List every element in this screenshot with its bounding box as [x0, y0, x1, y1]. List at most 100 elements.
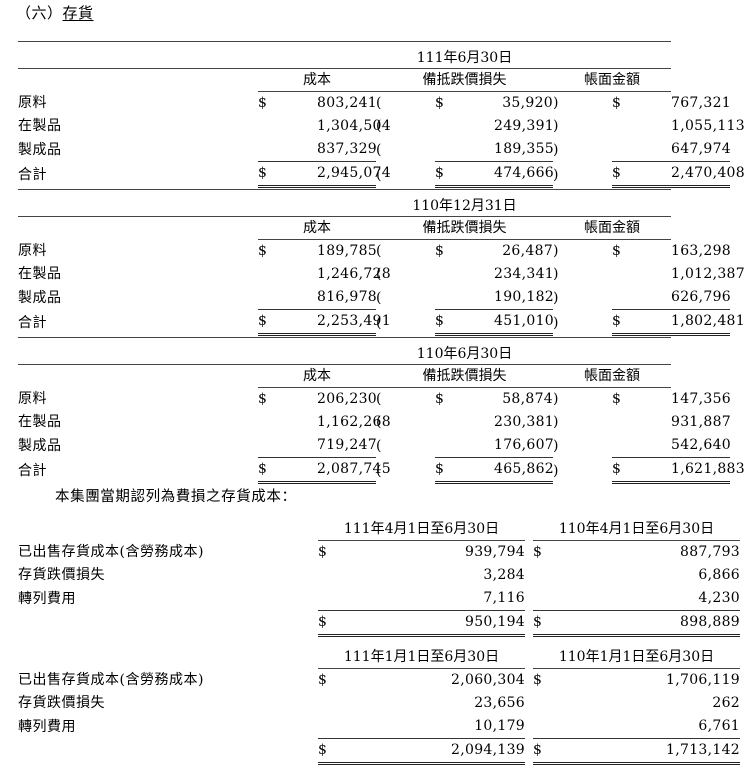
cell-allowance: 58,874	[502, 391, 553, 407]
table-row: 在製品 1,162,268 ( 230,381 ) 931,887	[18, 411, 731, 434]
currency-symbol: $	[258, 391, 267, 407]
cell-allowance: 249,391	[494, 118, 554, 134]
table-total-row: 合計 $ 2,253,491 ( $ 451,010 ) $ 1,802,481	[18, 309, 745, 336]
table-row: 原料 $ 189,785 ( $ 26,487 ) $ 163,298	[18, 240, 731, 264]
total-label: 合計	[18, 166, 47, 183]
cell-cost: 816,978	[317, 286, 377, 310]
open-paren: (	[376, 118, 382, 134]
currency-symbol: $	[533, 738, 637, 765]
cell-current: 10,179	[421, 715, 525, 739]
table-top-rule	[18, 41, 730, 46]
total-cost: 2,087,745	[317, 457, 391, 484]
cell-book: 931,887	[671, 414, 731, 430]
table-row: 製成品 816,978 ( 190,182 ) 626,796	[18, 286, 731, 310]
open-paren: (	[376, 166, 382, 183]
cell-cost: 1,162,268	[317, 414, 391, 430]
cell-current: 7,116	[421, 587, 525, 611]
open-paren: (	[376, 437, 382, 454]
total-label: 合計	[18, 314, 47, 331]
total-cost: 2,945,074	[317, 161, 391, 188]
cell-book: 647,974	[671, 138, 731, 162]
narrative-text: 本集團當期認列為費損之存貨成本：	[55, 489, 297, 505]
column-header-allowance: 備抵跌價損失	[376, 216, 553, 240]
date-header: 111年6月30日	[258, 46, 671, 69]
table-date-header-row: 110年6月30日	[18, 342, 730, 365]
section-title-text: 存貨	[62, 4, 94, 22]
cell-allowance: 190,182	[494, 286, 554, 310]
section-number: （六）	[16, 4, 63, 22]
inventory-table-3: 110年6月30日 成本 備抵跌價損失 帳面金額 原料 $ 206,230 ( …	[18, 337, 745, 484]
table-total-row: 合計 $ 2,945,074 ( $ 474,666 ) $ 2,470,408	[18, 161, 745, 188]
row-label: 製成品	[18, 437, 62, 454]
cell-book: 542,640	[671, 434, 731, 458]
close-paren: )	[553, 141, 559, 158]
cell-cost: 189,785	[317, 243, 377, 259]
date-header: 110年6月30日	[258, 342, 671, 365]
table-row: 原料 $ 206,230 ( $ 58,874 ) $ 147,356	[18, 388, 731, 412]
cell-current: 3,284	[483, 567, 525, 583]
cell-prior: 1,706,119	[666, 672, 740, 688]
close-paren: )	[553, 289, 559, 306]
table-row: 轉列費用 10,179 6,761	[18, 715, 740, 739]
total-book: 1,621,883	[671, 457, 745, 484]
date-header: 110年12月31日	[258, 194, 671, 217]
column-header-book: 帳面金額	[553, 216, 671, 240]
cell-current: 2,060,304	[451, 672, 525, 688]
table-row: 製成品 719,247 ( 176,607 ) 542,640	[18, 434, 731, 458]
currency-symbol: $	[258, 309, 317, 336]
table-row: 原料 $ 803,241 ( $ 35,920 ) $ 767,321	[18, 92, 731, 116]
table-row: 轉列費用 7,116 4,230	[18, 587, 740, 611]
table-total-row: 合計 $ 2,087,745 ( $ 465,862 ) $ 1,621,883	[18, 457, 745, 484]
currency-symbol: $	[318, 610, 422, 637]
column-header-row: 成本 備抵跌價損失 帳面金額	[18, 364, 730, 388]
cell-allowance: 230,381	[494, 414, 554, 430]
currency-symbol: $	[533, 610, 637, 637]
currency-symbol: $	[533, 672, 542, 688]
open-paren: (	[376, 414, 382, 430]
cell-book: 1,012,387	[671, 266, 745, 282]
table-row: 已出售存貨成本(含勞務成本) $ 939,794 $ 887,793	[18, 541, 740, 565]
table-date-header-row: 110年12月31日	[18, 194, 730, 217]
close-paren: )	[553, 414, 559, 430]
column-header-cost: 成本	[258, 216, 376, 240]
table-row: 在製品 1,304,504 ( 249,391 ) 1,055,113	[18, 115, 745, 138]
cell-cost: 719,247	[317, 434, 377, 458]
cell-prior: 887,793	[680, 544, 740, 560]
total-current: 950,194	[421, 610, 525, 637]
cell-allowance: 189,355	[494, 138, 554, 162]
cell-current: 23,656	[474, 695, 525, 711]
currency-symbol: $	[435, 391, 444, 407]
close-paren: )	[553, 118, 559, 134]
total-book: 2,470,408	[671, 161, 745, 188]
table-top-rule	[18, 189, 730, 194]
column-header-book: 帳面金額	[553, 364, 671, 388]
close-paren: )	[553, 437, 559, 454]
table-row: 在製品 1,246,728 ( 234,341 ) 1,012,387	[18, 263, 745, 286]
cell-allowance: 176,607	[494, 434, 554, 458]
open-paren: (	[376, 243, 382, 259]
column-header-row: 成本 備抵跌價損失 帳面金額	[18, 216, 730, 240]
close-paren: )	[553, 314, 559, 331]
total-prior: 1,713,142	[636, 738, 740, 765]
cell-allowance: 35,920	[502, 95, 553, 111]
cell-cost: 837,329	[317, 138, 377, 162]
cell-book: 626,796	[671, 286, 731, 310]
column-header-prior-period: 110年4月1日至6月30日	[533, 518, 740, 541]
page-title: （六）存貨	[16, 2, 94, 23]
row-label: 已出售存貨成本(含勞務成本)	[18, 672, 204, 688]
column-header-current-period: 111年1月1日至6月30日	[318, 646, 525, 669]
cell-current: 939,794	[465, 544, 525, 560]
table-row: 存貨跌價損失 23,656 262	[18, 692, 740, 715]
row-label: 原料	[18, 391, 47, 407]
expense-table-halfyear: 111年1月1日至6月30日 110年1月1日至6月30日 已出售存貨成本(含勞…	[18, 646, 740, 765]
currency-symbol: $	[435, 457, 494, 484]
close-paren: )	[553, 95, 559, 111]
row-label: 已出售存貨成本(含勞務成本)	[18, 544, 204, 560]
column-header-row: 成本 備抵跌價損失 帳面金額	[18, 68, 730, 92]
open-paren: (	[376, 266, 382, 282]
row-label: 製成品	[18, 141, 62, 158]
currency-symbol: $	[318, 738, 422, 765]
currency-symbol: $	[435, 243, 444, 259]
cell-prior: 6,866	[698, 567, 740, 583]
